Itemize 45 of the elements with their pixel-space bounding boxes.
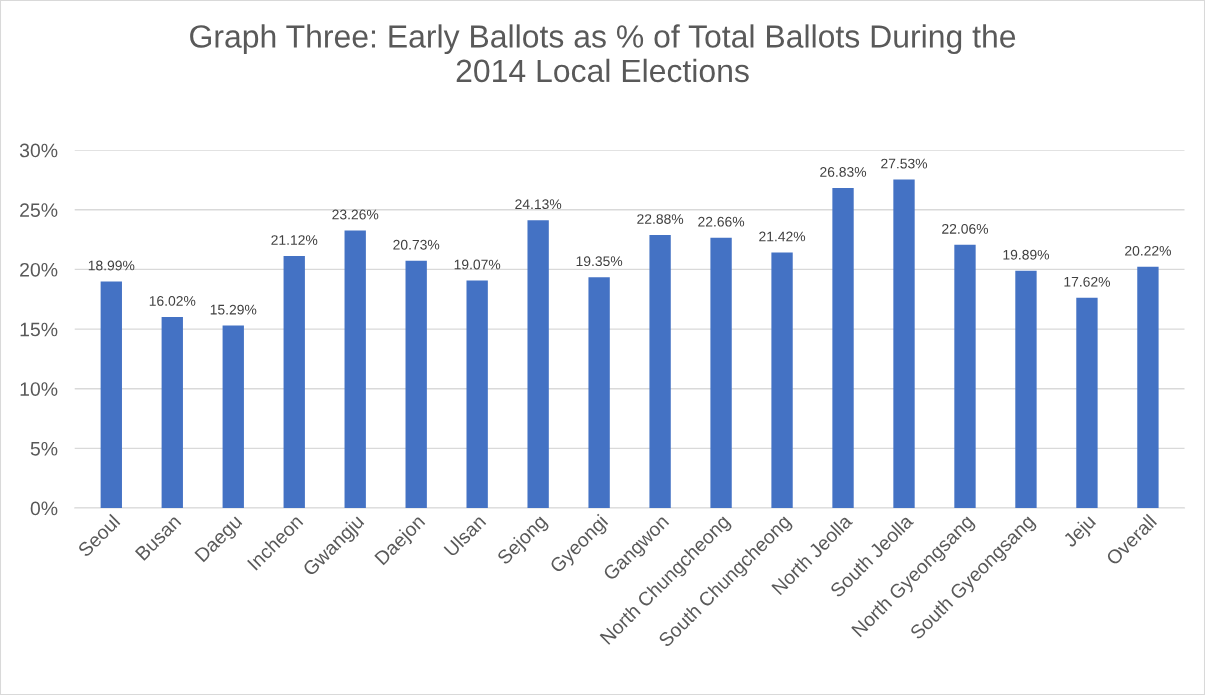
bar <box>1015 270 1037 509</box>
data-label: 17.62% <box>1064 276 1111 287</box>
data-label: 21.42% <box>759 231 806 242</box>
data-label: 24.13% <box>515 199 562 210</box>
data-label: 18.99% <box>88 260 135 271</box>
bar <box>161 316 183 509</box>
bar <box>710 237 732 509</box>
bar <box>649 235 671 509</box>
bar <box>832 187 854 509</box>
data-label: 27.53% <box>881 158 928 169</box>
y-tick-label: 10% <box>20 382 58 396</box>
data-label: 19.07% <box>454 259 501 270</box>
chart-title: Graph Three: Early Ballots as % of Total Ballots During the 2014 Local Elections <box>190 24 1016 83</box>
data-label: 20.73% <box>393 239 440 250</box>
data-label: 22.06% <box>942 223 989 234</box>
bar <box>466 280 488 509</box>
data-label: 19.35% <box>576 256 623 267</box>
data-label: 26.83% <box>820 167 867 177</box>
bar <box>344 230 366 509</box>
bar <box>893 179 915 509</box>
data-label: 22.66% <box>698 216 745 227</box>
data-label: 21.12% <box>271 235 318 245</box>
y-tick-label: 5% <box>30 441 58 456</box>
data-label: 23.26% <box>332 209 379 220</box>
data-label: 22.88% <box>637 214 684 224</box>
x-tick-label: Jeju <box>1061 513 1099 551</box>
bar <box>1137 266 1159 509</box>
bar <box>222 325 244 509</box>
bar <box>1076 297 1098 509</box>
bar <box>527 220 549 509</box>
data-label: 20.22% <box>1125 245 1171 256</box>
bar <box>588 277 610 509</box>
y-tick-label: 25% <box>20 203 58 218</box>
data-label: 16.02% <box>149 296 196 306</box>
bar <box>283 256 305 509</box>
y-tick-label: 20% <box>20 262 58 277</box>
y-tick-label: 0% <box>30 501 58 516</box>
y-tick-label: 30% <box>19 143 58 158</box>
bar <box>100 281 122 509</box>
y-tick-label: 15% <box>20 322 58 337</box>
bar <box>771 252 793 509</box>
bar <box>954 244 976 509</box>
bar <box>405 260 427 509</box>
data-label: 19.89% <box>1003 249 1050 260</box>
data-label: 15.29% <box>210 304 257 315</box>
